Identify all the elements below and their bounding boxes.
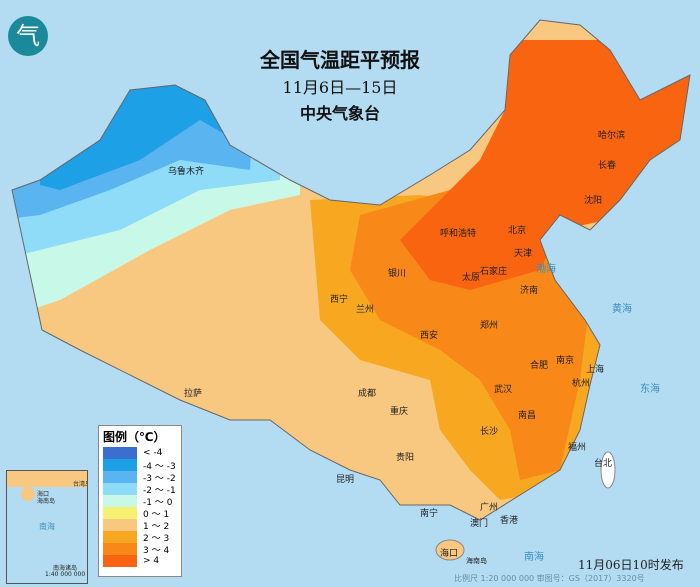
legend-label: -3 ～ -2 bbox=[143, 473, 176, 484]
legend-swatch bbox=[103, 459, 137, 471]
sea-label: 渤海 bbox=[536, 264, 556, 275]
sea-label: 黄海 bbox=[612, 304, 632, 315]
legend-item: 2 ～ 3 bbox=[99, 531, 181, 544]
legend-swatch bbox=[103, 555, 137, 567]
legend-title: 图例（℃） bbox=[103, 430, 166, 444]
city-label: 武汉 bbox=[494, 385, 513, 395]
city-label: 石家庄 bbox=[480, 267, 508, 277]
city-label: 澳门 bbox=[470, 519, 489, 529]
legend-item: -1 ～ 0 bbox=[99, 495, 181, 508]
city-label: 合肥 bbox=[530, 361, 549, 371]
legend-item: < -4 bbox=[99, 447, 181, 459]
city-label: 海口 bbox=[440, 549, 459, 559]
legend-label: -1 ～ 0 bbox=[143, 497, 173, 508]
inset-scale: 1:40 000 000 bbox=[45, 571, 86, 578]
city-label: 昆明 bbox=[336, 475, 355, 485]
china-border bbox=[11, 19, 691, 521]
city-label: 贵阳 bbox=[396, 453, 415, 463]
legend-label: > 4 bbox=[143, 556, 160, 566]
legend-item: 3 ～ 4 bbox=[99, 543, 181, 556]
map-title: 全国气温距平预报 bbox=[260, 48, 420, 72]
city-label: 南昌 bbox=[518, 411, 537, 421]
city-label: 福州 bbox=[568, 443, 587, 453]
city-label: 重庆 bbox=[390, 407, 409, 417]
city-label: 兰州 bbox=[356, 305, 375, 315]
city-label: 太原 bbox=[462, 273, 481, 283]
legend-label: < -4 bbox=[143, 448, 163, 458]
inset-sea-label: 南海 bbox=[39, 522, 55, 531]
city-label: 乌鲁木齐 bbox=[168, 167, 205, 177]
legend-label: -4 ～ -3 bbox=[143, 461, 176, 472]
city-label: 台北 bbox=[594, 459, 613, 469]
legend-label: 1 ～ 2 bbox=[143, 521, 170, 532]
city-label: 济南 bbox=[520, 286, 539, 296]
city-label: 郑州 bbox=[480, 321, 499, 331]
legend-swatch bbox=[103, 531, 137, 543]
legend-swatch bbox=[103, 483, 137, 495]
legend-swatch bbox=[103, 447, 137, 459]
legend-swatch bbox=[103, 543, 137, 555]
city-label: 长沙 bbox=[480, 427, 499, 437]
city-label: 哈尔滨 bbox=[598, 131, 626, 141]
city-label: 广州 bbox=[480, 503, 499, 513]
city-label: 南京 bbox=[556, 356, 575, 366]
legend-swatch bbox=[103, 507, 137, 519]
legend-swatch bbox=[103, 519, 137, 531]
hainan-island bbox=[435, 539, 465, 561]
legend-item: 0 ～ 1 bbox=[99, 507, 181, 520]
legend-swatch bbox=[103, 471, 137, 483]
map-footer: 比例尺 1:20 000 000 审图号：GS（2017）3320号 bbox=[454, 574, 645, 583]
city-label: 呼和浩特 bbox=[440, 229, 477, 239]
sea-label: 南海 bbox=[524, 552, 544, 563]
city-label: 长春 bbox=[598, 161, 617, 171]
taiwan-island bbox=[600, 451, 616, 489]
legend-item: -2 ～ -1 bbox=[99, 483, 181, 496]
city-label: 南宁 bbox=[420, 509, 439, 519]
inset-hainan-label: 海南岛 bbox=[37, 498, 56, 505]
legend-label: 0 ～ 1 bbox=[143, 509, 170, 520]
city-label: 西安 bbox=[420, 331, 439, 341]
city-label: 成都 bbox=[358, 389, 377, 399]
city-label: 海南岛 bbox=[466, 557, 487, 565]
legend-item: 1 ～ 2 bbox=[99, 519, 181, 532]
city-label: 沈阳 bbox=[584, 196, 603, 206]
region-above-4 bbox=[400, 40, 690, 290]
legend-label: 3 ～ 4 bbox=[143, 545, 170, 556]
city-label: 西宁 bbox=[330, 295, 349, 305]
city-label: 拉萨 bbox=[184, 389, 203, 399]
inset-taiwan-label: 台湾岛 bbox=[73, 481, 87, 488]
publish-time: 11月06日10时发布 bbox=[578, 558, 684, 572]
city-label: 香港 bbox=[500, 516, 519, 526]
inset-label: 南海诸岛 bbox=[53, 565, 78, 572]
agency-name: 中央气象台 bbox=[299, 104, 380, 123]
city-label: 杭州 bbox=[572, 379, 591, 389]
legend-item: > 4 bbox=[99, 555, 181, 567]
city-label: 银川 bbox=[388, 269, 407, 279]
date-range: 11月6日—15日 bbox=[282, 78, 398, 97]
legend-item: -4 ～ -3 bbox=[99, 459, 181, 472]
legend-label: -2 ～ -1 bbox=[143, 485, 176, 496]
city-label: 天津 bbox=[514, 249, 533, 259]
legend-item: -3 ～ -2 bbox=[99, 471, 181, 484]
sea-label: 东海 bbox=[640, 384, 660, 395]
city-label: 上海 bbox=[586, 365, 605, 375]
inset-haikou-label: 海口 bbox=[37, 491, 50, 498]
legend-label: 2 ～ 3 bbox=[143, 533, 170, 544]
cma-logo: 气 bbox=[8, 16, 48, 56]
south-china-sea-inset: 海口 海南岛 台湾岛 南海 南海诸岛 1:40 000 000 bbox=[6, 470, 88, 584]
city-label: 北京 bbox=[508, 226, 527, 236]
legend-swatch bbox=[103, 495, 137, 507]
